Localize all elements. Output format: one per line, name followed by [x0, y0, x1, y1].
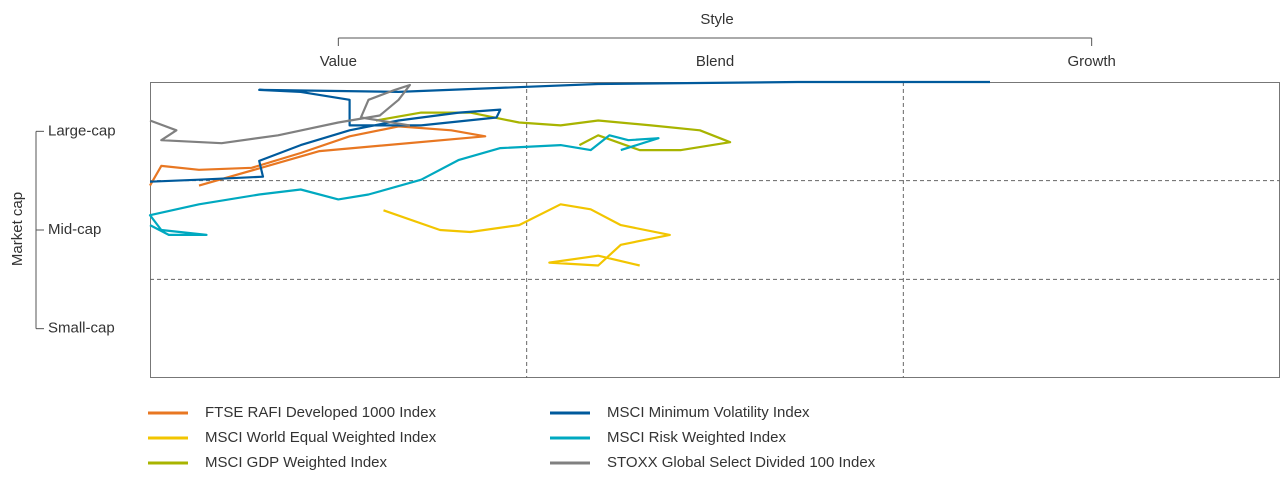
series-line: [149, 80, 990, 183]
series-line: [149, 125, 487, 187]
y-axis-title: Market cap: [9, 192, 26, 266]
x-axis-title: Style: [700, 11, 733, 28]
legend-label: FTSE RAFI Developed 1000 Index: [205, 404, 436, 421]
x-tick-label: Growth: [1067, 53, 1115, 70]
x-tick-label: Value: [320, 53, 357, 70]
legend-label: MSCI Minimum Volatility Index: [607, 404, 810, 421]
y-tick-label: Large-cap: [48, 122, 116, 139]
series-line: [148, 134, 660, 236]
y-tick-label: Mid-cap: [48, 221, 101, 238]
series-line: [383, 203, 671, 267]
y-tick-label: Small-cap: [48, 320, 115, 337]
legend-label: MSCI World Equal Weighted Index: [205, 429, 437, 446]
legend-label: MSCI GDP Weighted Index: [205, 454, 388, 471]
legend-label: MSCI Risk Weighted Index: [607, 429, 786, 446]
x-tick-label: Blend: [696, 53, 734, 70]
legend-label: STOXX Global Select Divided 100 Index: [607, 454, 876, 471]
series-line: [149, 83, 411, 145]
